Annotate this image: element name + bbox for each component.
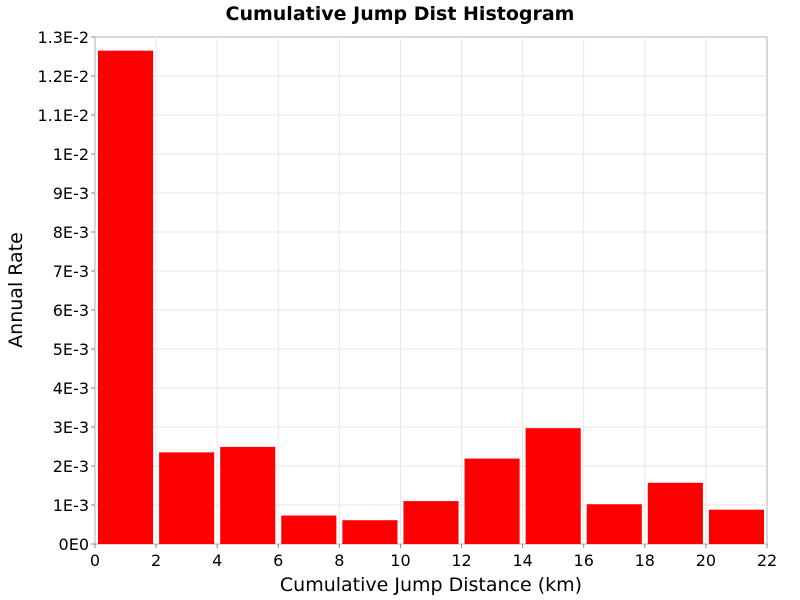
x-tick-label: 6 [273, 551, 283, 570]
histogram-bars [98, 50, 764, 545]
y-tick-label: 1.3E-2 [37, 28, 89, 47]
y-tick-label: 8E-3 [53, 223, 89, 242]
y-tick-label: 2E-3 [53, 457, 89, 476]
x-tick-label: 2 [151, 551, 161, 570]
y-axis-ticks: 0E0 1E-3 2E-3 3E-3 4E-3 5E-3 6E-3 7E-3 8E-3 9E-3 1… [37, 28, 95, 554]
x-axis-label: Cumulative Jump Distance (km) [280, 574, 582, 596]
x-tick-label: 12 [451, 551, 471, 570]
y-tick-label: 7E-3 [53, 262, 89, 281]
y-axis-label: Annual Rate [5, 232, 27, 348]
histogram-bar-0 [98, 50, 154, 545]
histogram-bar-6 [464, 458, 520, 544]
x-tick-label: 14 [512, 551, 532, 570]
histogram-bar-4 [342, 520, 398, 544]
x-axis-ticks: 0 2 4 6 8 10 12 14 16 18 20 22 [90, 544, 777, 570]
histogram-bar-9 [647, 482, 703, 544]
histogram-bar-10 [708, 509, 764, 544]
x-tick-label: 8 [334, 551, 344, 570]
x-tick-label: 4 [212, 551, 222, 570]
histogram-bar-5 [403, 501, 459, 544]
y-tick-label: 9E-3 [53, 184, 89, 203]
histogram-bar-2 [220, 446, 276, 544]
x-tick-label: 0 [90, 551, 100, 570]
y-tick-label: 5E-3 [53, 340, 89, 359]
y-tick-label: 1E-2 [53, 145, 89, 164]
y-tick-label: 4E-3 [53, 379, 89, 398]
x-tick-label: 20 [696, 551, 716, 570]
histogram-bar-3 [281, 515, 337, 544]
histogram-bar-1 [159, 452, 215, 544]
histogram-bar-7 [525, 428, 581, 544]
y-tick-label: 6E-3 [53, 301, 89, 320]
y-tick-label: 3E-3 [53, 418, 89, 437]
chart-title: Cumulative Jump Dist Histogram [226, 3, 575, 25]
y-tick-label: 1.2E-2 [37, 67, 89, 86]
x-tick-label: 10 [390, 551, 410, 570]
x-tick-label: 18 [635, 551, 655, 570]
y-tick-label: 1E-3 [53, 496, 89, 515]
y-tick-label: 1.1E-2 [37, 106, 89, 125]
x-tick-label: 22 [757, 551, 777, 570]
histogram-bar-8 [586, 504, 642, 544]
x-tick-label: 16 [574, 551, 594, 570]
y-tick-label: 0E0 [59, 535, 89, 554]
